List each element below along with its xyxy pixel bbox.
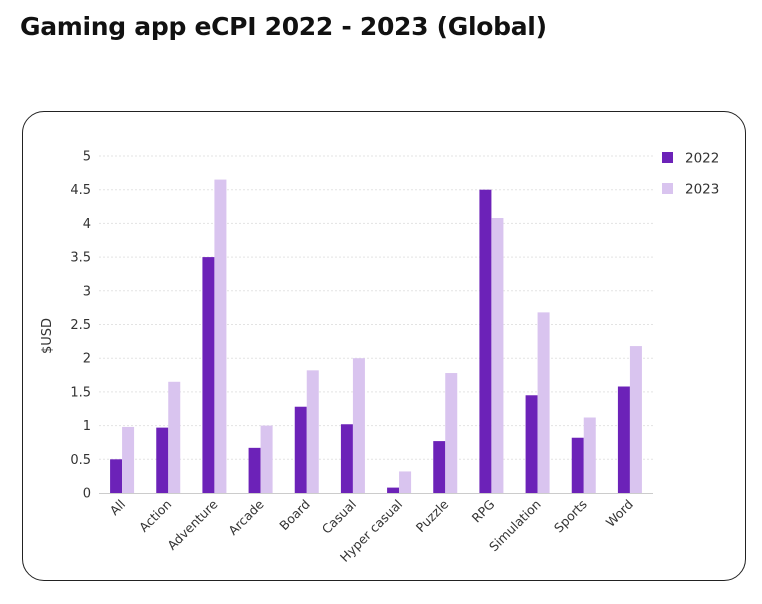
legend-swatch-2023 [662, 183, 673, 194]
bar-2023-hyper-casual [399, 471, 412, 493]
legend: 2022 2023 [662, 151, 719, 198]
x-tick-label: RPG [469, 497, 498, 526]
y-tick-label: 2.5 [70, 318, 91, 333]
chart-card: 0 0.5 1 1.5 2 2.5 3 3.5 4 4.5 5 $USD All Action Adve… [22, 111, 746, 581]
legend-label-2023: 2023 [685, 182, 719, 198]
y-tick-label: 0.5 [70, 453, 91, 468]
bar-2022-action [156, 427, 169, 493]
legend-swatch-2022 [662, 152, 673, 163]
y-tick-label: 5 [83, 150, 91, 165]
y-tick-label: 2 [83, 352, 91, 367]
y-tick-label: 1 [83, 419, 91, 434]
bar-2023-puzzle [445, 373, 458, 493]
grid-lines [99, 155, 653, 460]
bar-2023-all [122, 426, 135, 493]
x-tick-label: Sports [551, 497, 590, 536]
x-tick-label: Adventure [164, 496, 221, 553]
page-title: Gaming app eCPI 2022 - 2023 (Global) [20, 12, 547, 41]
bar-2022-arcade [248, 447, 261, 493]
y-tick-label: 3 [83, 284, 91, 299]
x-tick-label: Casual [319, 497, 359, 537]
bar-2022-all [110, 459, 123, 493]
y-axis-ticks: 0 0.5 1 1.5 2 2.5 3 3.5 4 4.5 5 [70, 150, 91, 502]
y-tick-label: 1.5 [70, 385, 91, 400]
bar-2022-word [617, 386, 630, 493]
bar-2023-simulation [537, 312, 550, 493]
x-tick-label: All [107, 497, 129, 519]
bars [110, 179, 642, 493]
x-tick-label: Board [276, 497, 313, 534]
bar-2023-sports [583, 417, 596, 493]
bar-2022-hyper-casual [387, 487, 400, 493]
bar-2022-puzzle [433, 441, 446, 493]
bar-2022-sports [571, 437, 584, 493]
bar-2022-adventure [202, 257, 215, 493]
bar-2022-board [294, 406, 307, 493]
bar-2023-rpg [491, 218, 504, 493]
bar-2022-rpg [479, 189, 492, 493]
bar-2022-casual [340, 424, 353, 493]
x-tick-label: Puzzle [413, 496, 452, 535]
y-axis-label: $USD [40, 318, 55, 354]
bar-2022-simulation [525, 395, 538, 493]
bar-2023-board [306, 370, 319, 493]
x-tick-label: Word [603, 497, 636, 530]
bar-2023-casual [352, 358, 365, 493]
bar-chart: 0 0.5 1 1.5 2 2.5 3 3.5 4 4.5 5 $USD All ActionAdve… [40, 150, 719, 565]
y-tick-label: 4.5 [70, 183, 91, 198]
bar-2023-action [168, 381, 181, 493]
bar-2023-word [629, 346, 642, 493]
y-tick-label: 3.5 [70, 251, 91, 266]
x-tick-label: Arcade [225, 496, 267, 538]
legend-label-2022: 2022 [685, 151, 719, 167]
x-tick-label: Action [136, 497, 174, 535]
y-tick-label: 0 [83, 487, 91, 502]
y-tick-label: 4 [83, 217, 91, 232]
bar-2023-arcade [260, 425, 273, 493]
bar-2023-adventure [214, 179, 227, 493]
